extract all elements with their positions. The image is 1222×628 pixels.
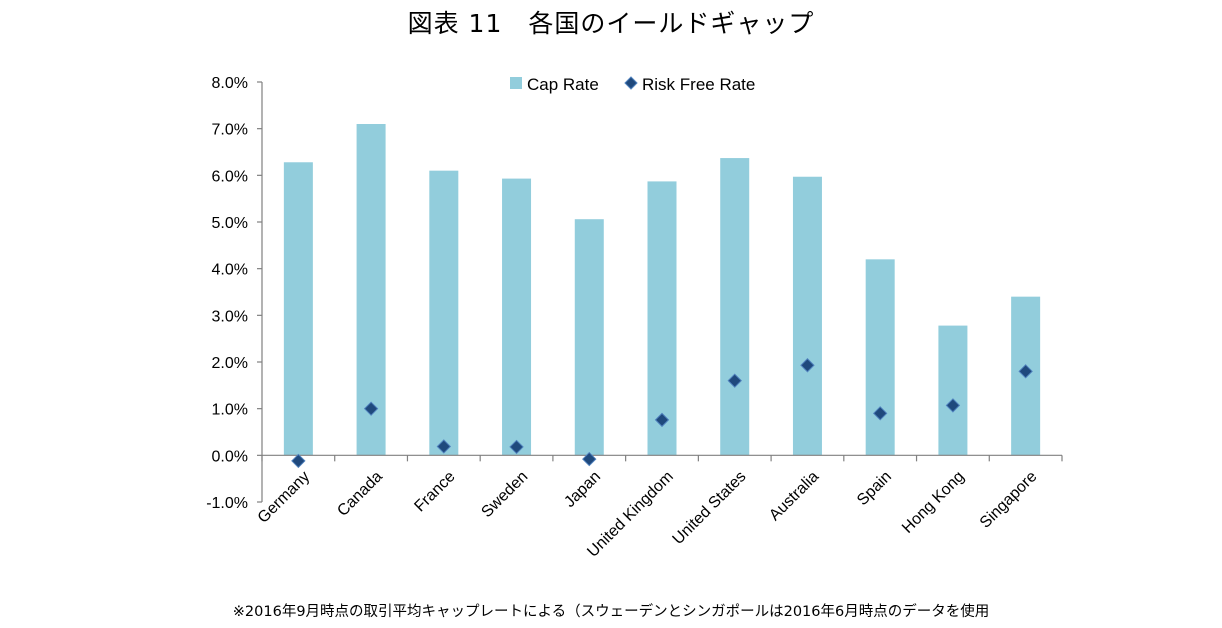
category-label: Singapore (977, 468, 1041, 532)
chart-area: 8.0% 7.0% 6.0% 5.0% 4.0% 3.0% 2.0% 1.0% 0.0% -1.0… (206, 75, 1063, 561)
risk-free-rate-marker (509, 439, 524, 455)
risk-free-rate-marker (582, 451, 597, 467)
y-tick-label: 4.0% (212, 262, 248, 279)
cap-rate-bars (283, 124, 1041, 456)
risk-free-rate-marker (872, 406, 888, 421)
legend-swatch-risk-free-rate (624, 76, 638, 90)
cap-rate-bar (647, 181, 677, 456)
legend-label-cap-rate: Cap Rate (527, 75, 599, 94)
category-label: Spain (854, 468, 895, 509)
y-tick-label: 3.0% (212, 308, 248, 325)
category-label: Sweden (478, 468, 531, 521)
risk-free-rate-marker (654, 412, 670, 428)
y-tick-label: 7.0% (212, 122, 248, 139)
cap-rate-bar (356, 124, 386, 456)
risk-free-rate-markers (291, 358, 1033, 469)
legend-swatch-cap-rate (510, 77, 522, 89)
cap-rate-bar (938, 325, 968, 456)
cap-rate-bar (865, 259, 895, 456)
legend-label-risk-free-rate: Risk Free Rate (642, 75, 755, 94)
category-label: Canada (334, 468, 386, 520)
y-tick-label: 0.0% (212, 448, 248, 465)
y-tick-label: 1.0% (212, 402, 248, 419)
category-label: Japan (561, 468, 604, 511)
risk-free-rate-marker (363, 401, 379, 416)
risk-free-rate-marker (945, 398, 961, 413)
y-tick-label: 8.0% (212, 75, 248, 92)
cap-rate-bar (502, 178, 532, 456)
risk-free-rate-marker (436, 439, 452, 454)
cap-rate-bar (429, 170, 459, 456)
chart-title: 図表 11 各国のイールドギャップ (407, 9, 815, 38)
risk-free-rate-marker (291, 453, 306, 469)
footnote: ※2016年9月時点の取引平均キャップレートによる（スウェーデンとシンガポールは… (232, 604, 990, 620)
y-tick-label: -1.0% (206, 495, 248, 512)
y-tick-label: 6.0% (212, 168, 248, 185)
legend: Cap Rate Risk Free Rate (510, 75, 755, 94)
y-tick-label: 2.0% (212, 355, 248, 372)
category-label: Hong Kong (899, 468, 968, 537)
category-label: Germany (255, 468, 314, 527)
risk-free-rate-marker (1018, 364, 1033, 379)
category-label: Australia (766, 468, 822, 524)
cap-rate-bar (720, 158, 750, 456)
category-label: France (411, 468, 458, 515)
risk-free-rate-marker (800, 358, 815, 373)
cap-rate-bar (792, 176, 822, 456)
x-axis-ticks (261, 455, 1063, 462)
y-axis-ticks: 8.0% 7.0% 6.0% 5.0% 4.0% 3.0% 2.0% 1.0% 0.0% -1.0… (206, 75, 262, 512)
y-tick-label: 5.0% (212, 215, 248, 232)
cap-rate-bar (574, 219, 604, 456)
cap-rate-bar (283, 162, 313, 456)
risk-free-rate-marker (727, 373, 742, 388)
category-label: United States (670, 468, 750, 548)
